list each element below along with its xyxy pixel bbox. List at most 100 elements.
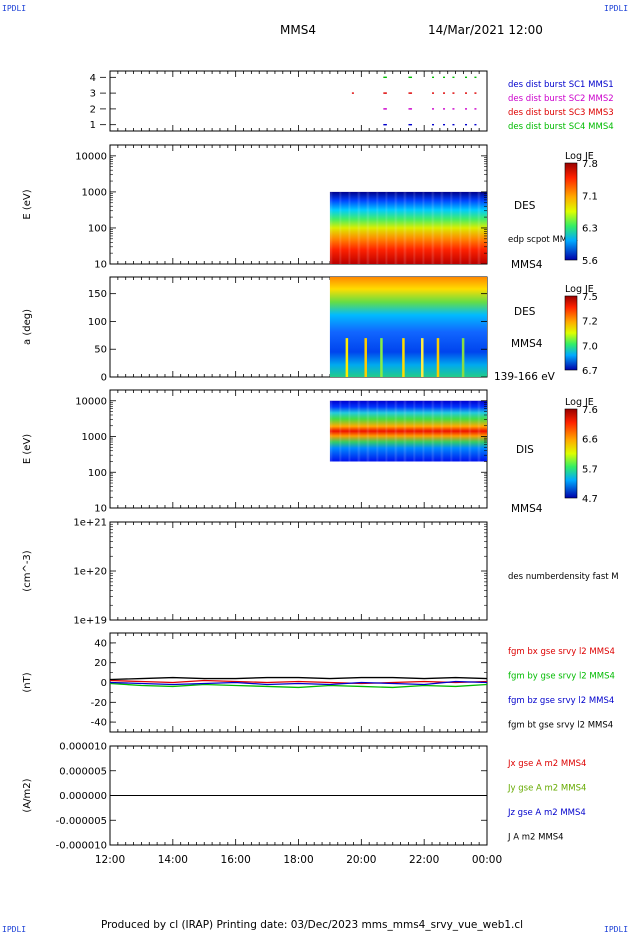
burst-mark [410,123,413,126]
y-tick-label: 100 [88,223,107,234]
burst-mark [432,76,435,79]
burst-mark [443,108,446,110]
spacecraft-label: MMS4 [511,503,543,515]
burst-mark [383,123,386,126]
pitch-angle-streak [345,338,349,377]
x-tick-label: 18:00 [283,854,313,866]
burst-mark [384,108,387,110]
corner-label-top-right: IPDLI [604,4,629,13]
y-tick-label: 0.000005 [59,766,107,777]
burst-mark [408,123,411,126]
series-legend-label: Jz gse A m2 MMS4 [507,808,586,818]
x-tick-label: 22:00 [409,854,439,866]
panel-frame-4 [109,521,488,621]
pitch-angle-streak [436,338,440,377]
spacecraft-title: MMS4 [280,23,316,37]
corner-label-bottom-left: IPDLI [2,925,27,934]
x-tick-label: 16:00 [221,854,251,866]
colorbar-tick-label: 7.1 [582,191,598,202]
panel-frame-0 [109,70,488,132]
y-tick-label: 1 [90,120,96,131]
y-axis-label: (nT) [22,672,33,692]
y-tick-label: 1e+19 [73,616,107,627]
series-line [109,682,488,689]
burst-mark [383,108,386,110]
y-tick-label: -0.000005 [56,816,107,827]
burst-legend-label: des dist burst SC2 MMS2 [508,94,614,104]
colorbar-tick-label: 7.2 [582,317,598,328]
burst-mark [410,92,413,94]
y-axis-label: E (eV) [22,189,33,219]
spacecraft-label: MMS4 [511,338,543,350]
y-axis-label: a (deg) [22,309,33,345]
colorbar-tick-label: 6.6 [582,435,598,446]
pitch-angle-streak [402,338,405,377]
burst-mark [383,76,386,79]
burst-mark [408,108,411,110]
x-tick-label: 12:00 [95,854,125,866]
colorbar-title: Log JE [565,151,594,162]
burst-mark [452,108,455,110]
spacecraft-label: MMS4 [511,259,543,271]
pitch-angle-fill [329,277,487,377]
burst-mark [474,108,477,110]
y-tick-label: 4 [90,73,96,84]
spectrogram-fill [329,400,487,462]
colorbar-tick-label: 5.7 [582,464,598,475]
burst-mark [474,92,477,94]
y-tick-label: 0.000000 [59,791,107,802]
burst-mark [452,92,455,94]
instrument-label: DES [514,200,536,212]
burst-mark [432,123,435,126]
colorbar-tick-label: 6.7 [582,366,598,377]
burst-mark [432,108,435,110]
y-tick-label: 1e+21 [73,518,107,529]
series-legend-label: fgm bx gse srvy l2 MMS4 [508,647,615,657]
y-axis-label: (A/m2) [22,778,33,812]
colorbar-title: Log JE [565,284,594,295]
y-tick-label: 20 [94,658,107,669]
pitch-angle-streak [380,338,383,377]
burst-mark [408,76,411,79]
series-legend-label: des numberdensity fast M [508,572,619,582]
series-legend-label: fgm by gse srvy l2 MMS4 [508,672,615,682]
y-axis-label: E (eV) [22,434,33,464]
burst-mark [465,108,468,110]
y-tick-label: 1000 [82,432,107,443]
series-legend-label: Jx gse A m2 MMS4 [507,759,586,769]
y-tick-label: 10 [94,504,107,515]
corner-label-top-left: IPDLI [2,4,27,13]
y-tick-label: 100 [88,468,107,479]
burst-mark [383,92,386,94]
burst-mark [443,76,446,79]
burst-mark [408,92,411,94]
corner-label-bottom-right: IPDLI [604,925,629,934]
burst-mark [465,92,468,94]
burst-mark [384,92,387,94]
pitch-angle-streak [364,338,367,377]
colorbar-tick-label: 7.6 [582,405,598,416]
y-tick-label: 0 [101,373,107,384]
series-legend-label: fgm bt gse srvy l2 MMS4 [508,721,613,731]
burst-mark [474,76,477,79]
series-legend-label: J A m2 MMS4 [507,833,564,843]
x-tick-label: 20:00 [346,854,376,866]
burst-mark [452,123,455,126]
burst-mark [443,92,446,94]
burst-mark [465,76,468,79]
colorbar-dis-energy [564,408,578,499]
burst-legend-label: des dist burst SC1 MMS1 [508,80,614,90]
y-tick-label: 2 [90,104,96,115]
burst-mark [351,92,354,94]
pitch-angle-streak [421,338,424,377]
colorbar-des-energy [564,162,578,261]
y-tick-label: 40 [94,638,107,649]
y-tick-label: -20 [91,698,107,709]
colorbar-tick-label: 5.6 [582,256,598,267]
series-line [109,676,488,681]
burst-mark [474,123,477,126]
burst-mark [410,76,413,79]
instrument-label: DES [514,306,536,318]
y-tick-label: 1000 [82,187,107,198]
burst-mark [384,76,387,79]
